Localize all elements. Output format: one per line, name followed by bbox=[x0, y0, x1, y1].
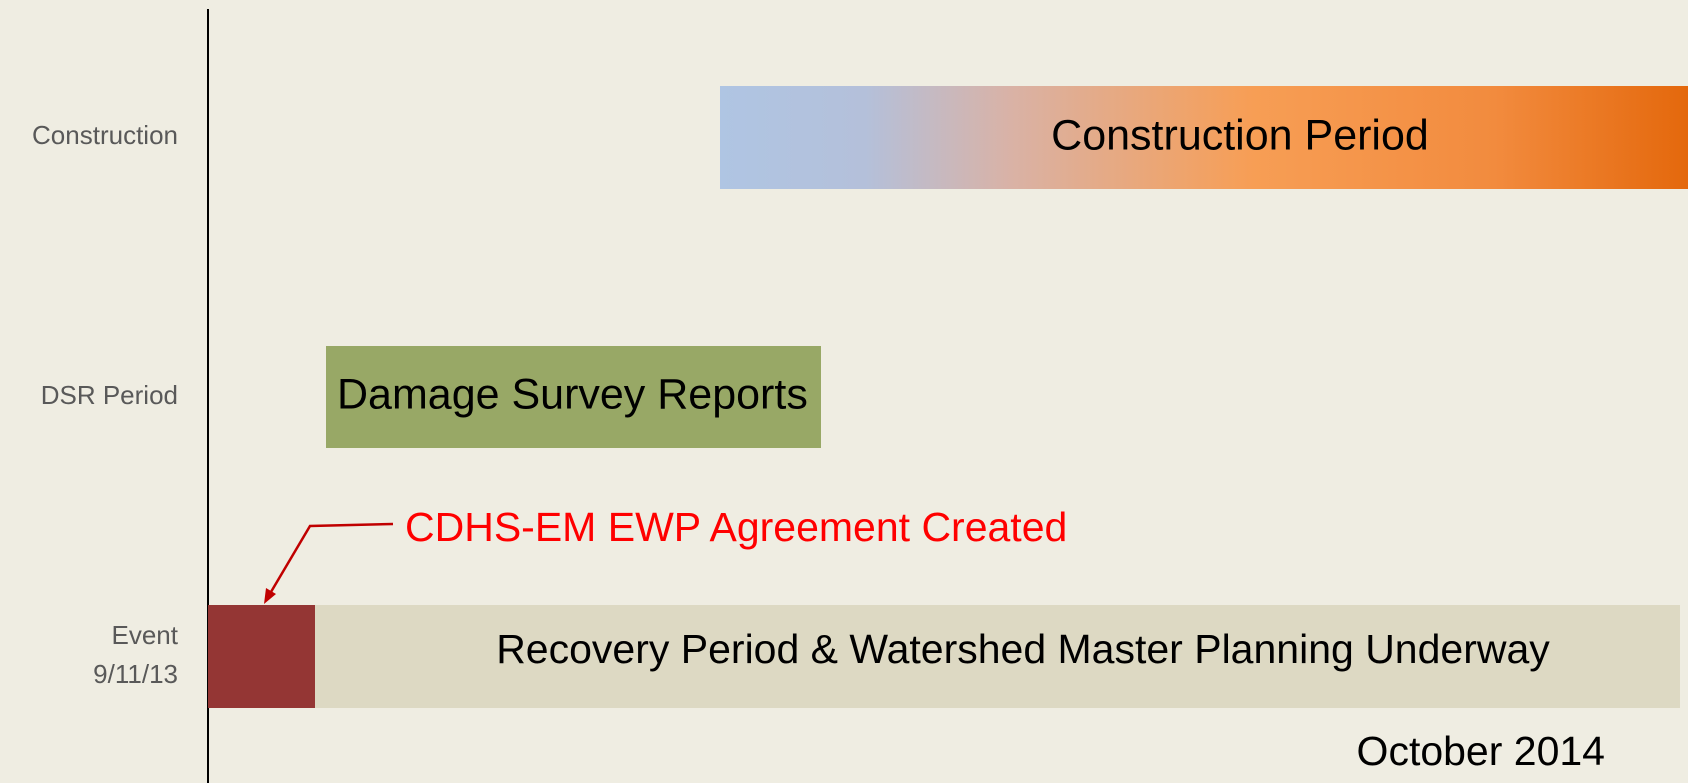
row-label: Construction bbox=[32, 120, 178, 150]
annotation: CDHS-EM EWP Agreement Created bbox=[405, 504, 1067, 550]
construction-bar bbox=[720, 86, 1688, 189]
dsr-bar bbox=[326, 346, 821, 448]
annotation-arrow bbox=[266, 522, 394, 598]
row-label: DSR Period bbox=[41, 380, 178, 410]
bar-label: Recovery Period & Watershed Master Plann… bbox=[496, 626, 1550, 672]
row-label: Event bbox=[112, 620, 179, 650]
arrow-head bbox=[264, 588, 276, 604]
bar-label: Damage Survey Reports bbox=[337, 370, 808, 418]
event-block bbox=[208, 605, 315, 708]
row-label: 9/11/13 bbox=[93, 659, 178, 689]
bar-label: Construction Period bbox=[1051, 111, 1429, 159]
recovery-bar bbox=[208, 605, 1680, 708]
end-label: October 2014 bbox=[1357, 728, 1605, 774]
